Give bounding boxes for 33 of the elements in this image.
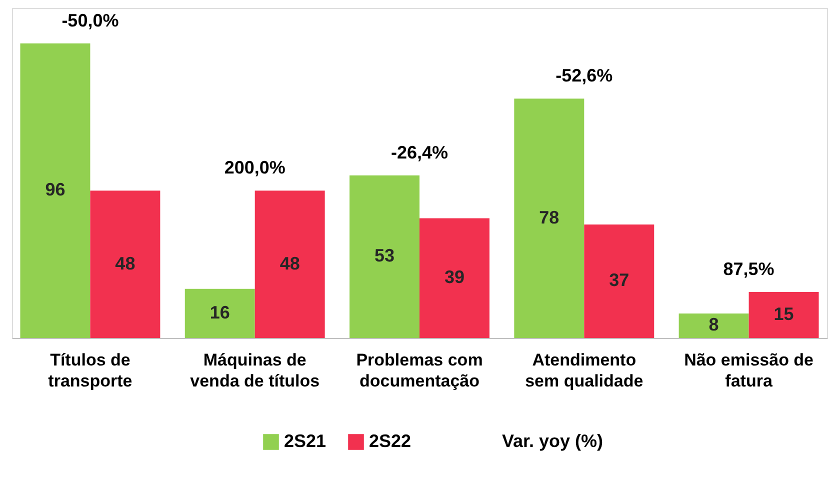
bar bbox=[748, 292, 819, 338]
data-label: 78 bbox=[539, 207, 560, 228]
legend-label: 2S22 bbox=[369, 431, 412, 451]
x-tick-label: Não emissão de fatura bbox=[684, 350, 814, 390]
annotation: -52,6% bbox=[556, 66, 613, 86]
data-label: 15 bbox=[774, 304, 794, 324]
bar bbox=[514, 98, 584, 338]
data-label: 39 bbox=[444, 267, 465, 288]
bar bbox=[20, 43, 90, 338]
data-label: 16 bbox=[210, 302, 230, 322]
data-label: 53 bbox=[374, 246, 395, 266]
bar bbox=[254, 190, 325, 338]
annotation: 87,5% bbox=[723, 258, 774, 279]
data-label: 48 bbox=[115, 253, 136, 274]
x-tick-label: Máquinas de venda de títulos bbox=[190, 350, 320, 390]
data-label: 48 bbox=[280, 253, 300, 274]
x-tick-label: Títulos de transporte bbox=[48, 350, 132, 390]
data-label: 37 bbox=[609, 270, 630, 290]
bar bbox=[90, 190, 160, 338]
legend-label: 2S21 bbox=[284, 431, 326, 451]
bar bbox=[184, 288, 255, 338]
data-label: 8 bbox=[708, 314, 719, 335]
bar bbox=[584, 224, 654, 338]
x-tick-label: Problemas com documentação bbox=[356, 350, 483, 390]
bar bbox=[350, 175, 420, 338]
text: Var. yoy (%) bbox=[502, 431, 604, 451]
annotation: -50,0% bbox=[62, 10, 119, 30]
bar bbox=[678, 313, 749, 338]
bar bbox=[420, 218, 490, 338]
data-label: 96 bbox=[45, 180, 66, 200]
annotation: 200,0% bbox=[224, 158, 286, 178]
x-tick-label: Atendimento sem qualidade bbox=[525, 350, 644, 390]
annotation: -26,4% bbox=[390, 142, 448, 162]
